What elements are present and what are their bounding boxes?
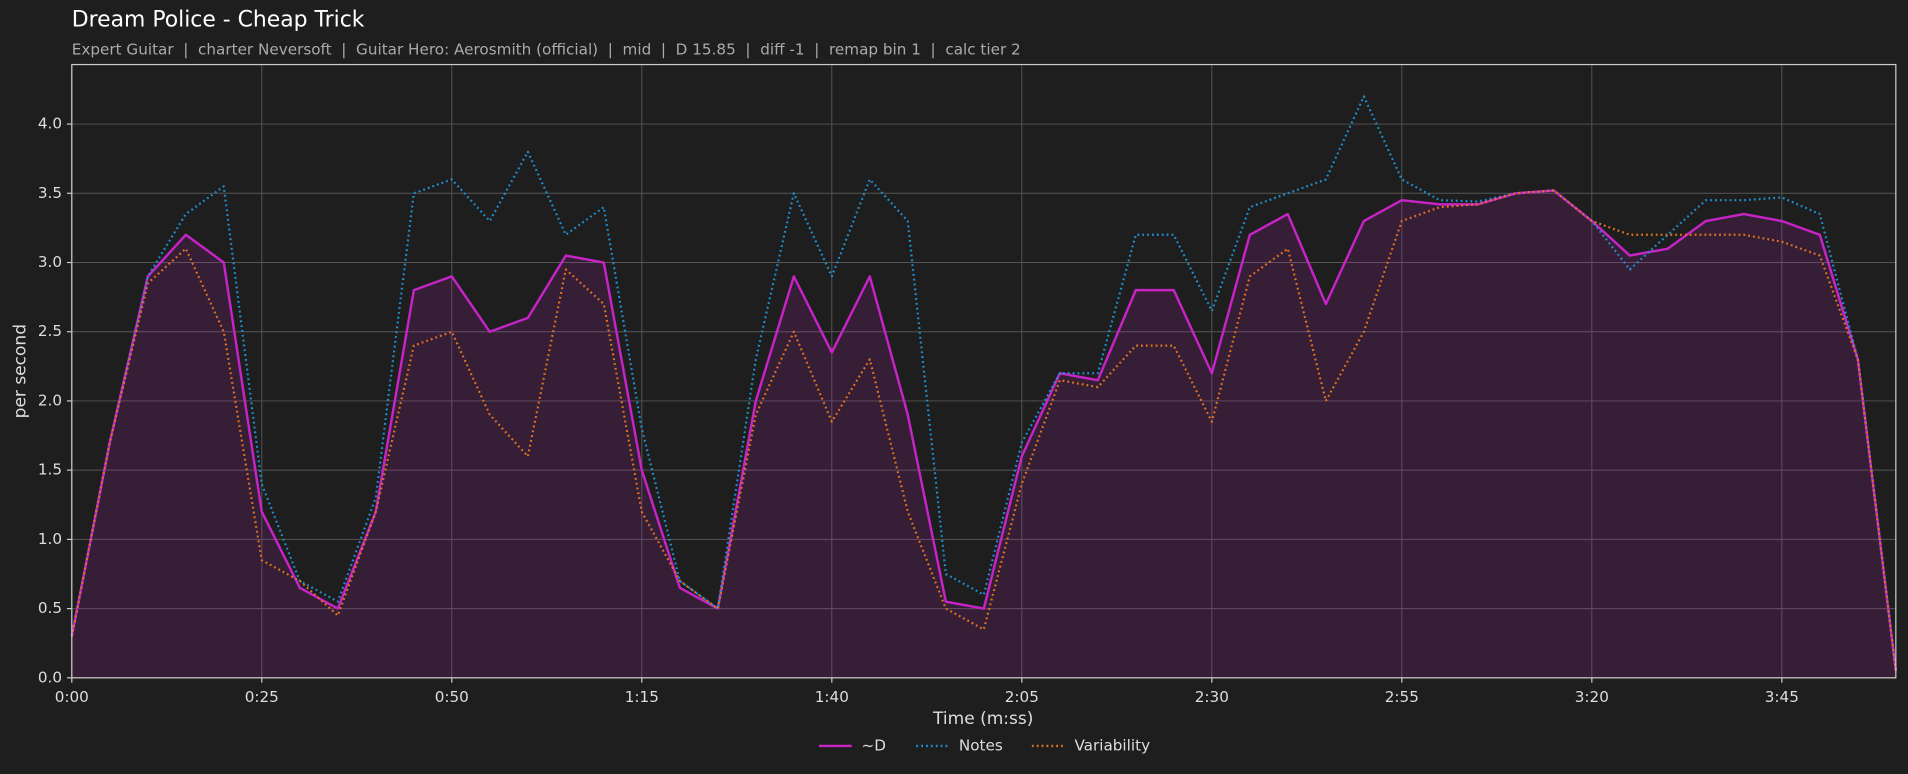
chart-title: Dream Police - Cheap Trick (72, 8, 365, 33)
y-tick-label: 1.0 (38, 530, 62, 548)
legend-label: ~D (862, 736, 886, 754)
line (70, 189, 1897, 672)
legend-label: Variability (1074, 736, 1150, 754)
x-tick-label: 0:00 (55, 688, 89, 706)
line (70, 95, 1897, 672)
x-tick-label: 3:20 (1575, 688, 1609, 706)
chart-subtitle: Expert Guitar | charter Neversoft | Guit… (72, 40, 1021, 58)
y-tick-label: 4.0 (38, 115, 62, 133)
x-tick-label: 2:30 (1195, 688, 1229, 706)
x-tick-label: 1:40 (815, 688, 849, 706)
legend-label: Notes (959, 736, 1003, 754)
y-axis-label: per second (11, 324, 31, 418)
y-tick-label: 2.5 (38, 322, 62, 340)
y-tick-label: 1.5 (38, 461, 62, 479)
x-tick-label: 2:05 (1005, 688, 1039, 706)
x-tick-label: 0:25 (245, 688, 279, 706)
x-axis-label: Time (m:ss) (932, 709, 1033, 729)
x-tick-label: 1:15 (625, 688, 659, 706)
y-tick-label: 3.0 (38, 253, 62, 271)
plot-frame (71, 63, 1897, 679)
x-tick-label: 2:55 (1385, 688, 1419, 706)
y-tick-label: 0.5 (38, 599, 62, 617)
x-tick-label: 0:50 (435, 688, 469, 706)
y-tick-label: 2.0 (38, 391, 62, 409)
y-tick-label: 3.5 (38, 184, 62, 202)
y-tick-label: 0.0 (38, 668, 62, 686)
x-tick-label: 3:45 (1765, 688, 1799, 706)
area (71, 190, 1896, 678)
